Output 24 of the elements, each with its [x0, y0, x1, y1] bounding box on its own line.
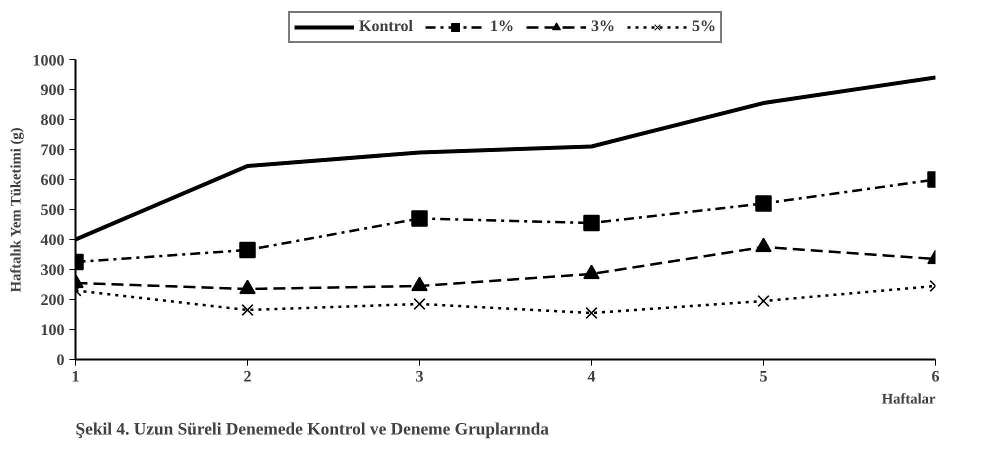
y-tick-label: 100	[40, 322, 64, 339]
y-tick-label: 500	[40, 202, 64, 219]
y-tick-label: 200	[40, 292, 64, 309]
x-tick-label: 3	[416, 368, 424, 386]
y-tick-label: 900	[40, 82, 64, 99]
y-tick-label: 0	[56, 352, 64, 369]
text: Şekil 4. Uzun Süreli Denemede Kontrol ve Deneme Gruplarında	[76, 420, 550, 438]
x-tick-label: 6	[932, 368, 940, 386]
y-tick-label: 1000	[32, 52, 64, 70]
y-tick-label: 400	[40, 232, 64, 249]
y-axis-title: Haftalık Yem Tüketimi (g)	[8, 127, 24, 292]
legend-label: 3%	[590, 18, 615, 36]
legend-label: Kontrol	[359, 18, 413, 36]
x-axis-title: Haftalar	[882, 392, 936, 408]
x-tick-label: 2	[244, 368, 252, 386]
x-tick-label: 5	[760, 368, 768, 386]
y-tick-label: 700	[40, 142, 64, 159]
y-tick-label: 300	[40, 262, 64, 279]
y-tick-label: 600	[40, 172, 64, 189]
x-tick-label: 4	[588, 368, 596, 386]
x-tick-label: 1	[72, 368, 80, 386]
y-tick-label: 800	[40, 112, 64, 129]
legend-label: 1%	[490, 18, 514, 36]
legend-label: 5%	[692, 18, 716, 36]
